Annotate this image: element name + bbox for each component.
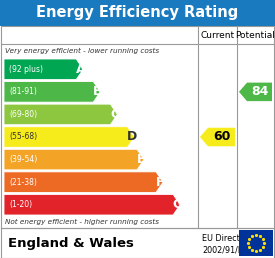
Text: 2002/91/EC: 2002/91/EC — [202, 245, 249, 254]
Text: Current: Current — [200, 30, 235, 39]
Text: E: E — [137, 153, 146, 166]
Text: (69-80): (69-80) — [9, 110, 37, 119]
Bar — [0, 0, 275, 26]
Text: D: D — [127, 131, 137, 143]
Text: Energy Efficiency Rating: Energy Efficiency Rating — [36, 5, 239, 20]
Text: England & Wales: England & Wales — [8, 237, 134, 249]
Polygon shape — [4, 149, 144, 170]
Bar — [239, 230, 273, 256]
Text: EU Directive: EU Directive — [202, 234, 252, 243]
Polygon shape — [4, 127, 134, 147]
Text: B: B — [93, 85, 103, 98]
Text: Potential: Potential — [236, 30, 275, 39]
Text: (21-38): (21-38) — [9, 178, 37, 187]
Polygon shape — [4, 195, 180, 215]
Text: G: G — [172, 198, 183, 211]
Polygon shape — [4, 172, 163, 192]
Text: (39-54): (39-54) — [9, 155, 37, 164]
Text: Very energy efficient - lower running costs: Very energy efficient - lower running co… — [5, 48, 159, 54]
Polygon shape — [200, 128, 235, 146]
Text: (81-91): (81-91) — [9, 87, 37, 96]
Bar — [1, 26, 274, 228]
Text: (1-20): (1-20) — [9, 200, 32, 209]
Text: 84: 84 — [251, 85, 268, 98]
Polygon shape — [4, 104, 117, 125]
Text: C: C — [110, 108, 119, 121]
Polygon shape — [4, 82, 100, 102]
Text: (92 plus): (92 plus) — [9, 65, 43, 74]
Text: F: F — [156, 176, 165, 189]
Text: Not energy efficient - higher running costs: Not energy efficient - higher running co… — [5, 219, 159, 225]
Polygon shape — [239, 83, 272, 101]
Text: (55-68): (55-68) — [9, 133, 37, 141]
Polygon shape — [4, 59, 83, 79]
Text: A: A — [76, 63, 86, 76]
Text: 60: 60 — [213, 131, 230, 143]
